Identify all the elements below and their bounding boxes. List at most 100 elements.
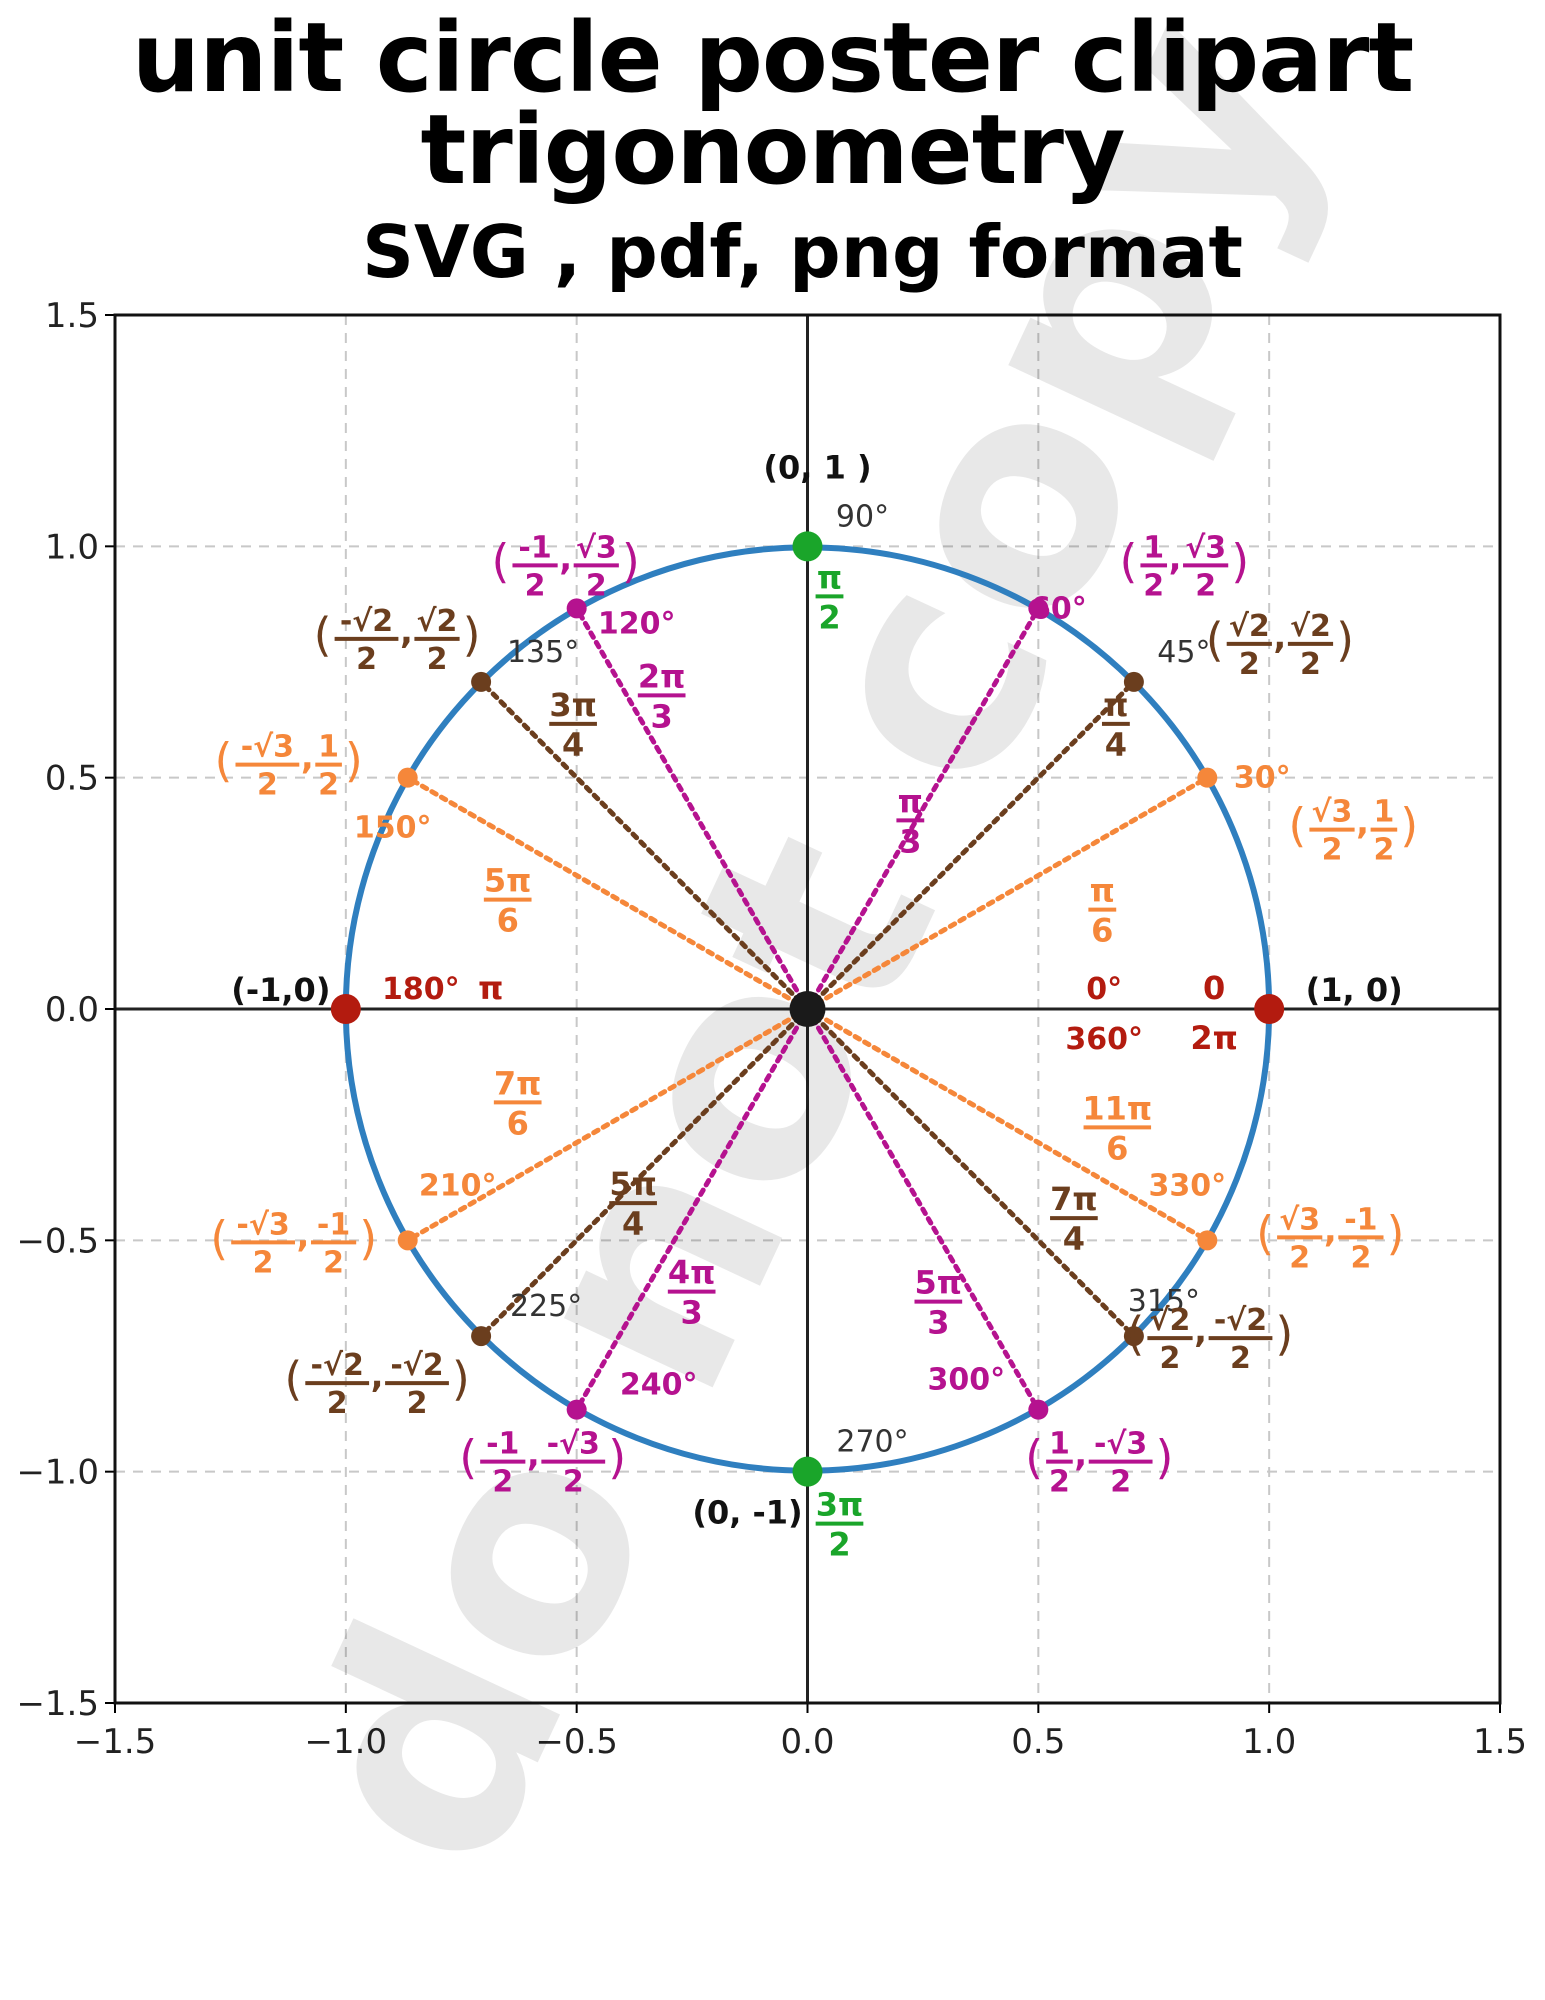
- fraction-denominator: 2: [356, 642, 377, 677]
- x-tick-label: −1.0: [305, 1722, 388, 1762]
- fraction-denominator: 3: [927, 1304, 949, 1342]
- angle-label-group-315: 315°7π4(√22, -√22): [1050, 1180, 1293, 1376]
- fraction-numerator: 4π: [668, 1254, 716, 1292]
- fraction-denominator: 4: [562, 726, 584, 764]
- coordinate-pair: (-√32, 12): [215, 730, 363, 803]
- fraction-denominator: 2: [253, 1245, 274, 1280]
- title-line-2: trigonometry: [420, 94, 1125, 206]
- fraction-denominator: 2: [257, 768, 278, 803]
- title-line-3: SVG , pdf, png format: [362, 210, 1243, 294]
- paren-close: ): [1275, 1307, 1293, 1361]
- paren-close: ): [1400, 799, 1418, 853]
- fraction-numerator: √2: [1229, 609, 1270, 644]
- coord-y-fraction: -12: [1338, 1202, 1384, 1275]
- fraction-denominator: 4: [622, 1205, 644, 1243]
- coord-y-fraction: -√32: [541, 1427, 606, 1500]
- coord-x-fraction: -√22: [334, 604, 399, 677]
- coord-x-fraction: √32: [1309, 795, 1355, 868]
- angle-label-group-45: 45°π4(√22, √22): [1101, 609, 1354, 764]
- point-330: [1197, 1230, 1218, 1251]
- paren-open: (: [1256, 1206, 1274, 1260]
- paren-close: ): [452, 1352, 470, 1406]
- angle-label-group-135: 135°3π4(-√22, √22): [314, 604, 597, 764]
- angle-label-group-300: 300° 5π3 (12, -√32): [914, 1264, 1174, 1500]
- degree-label: 210°: [419, 1168, 497, 1203]
- radian-fraction: 5π6: [483, 862, 532, 940]
- radian-fraction: 5π4: [609, 1165, 657, 1243]
- fraction-numerator: π: [1090, 872, 1115, 910]
- angle-label-group-210: 210°7π6(-√32, -12): [210, 1064, 542, 1280]
- ray-240: [574, 1006, 810, 1413]
- fraction-numerator: -√3: [547, 1427, 600, 1462]
- fraction-numerator: √2: [1150, 1303, 1191, 1338]
- coord-y-fraction: -√32: [1088, 1427, 1153, 1500]
- x-tick-label: −0.5: [535, 1722, 618, 1762]
- fraction-numerator: 1: [318, 730, 339, 765]
- y-tick-label: 0.5: [45, 759, 99, 799]
- x-tick-label: 0.5: [1011, 1722, 1065, 1762]
- coordinate-pair: (√22, √22): [1206, 609, 1354, 682]
- coord-x-fraction: √22: [1226, 609, 1272, 682]
- fraction-denominator: 2: [1230, 1341, 1251, 1376]
- degree-label: 90°: [836, 499, 889, 534]
- paren-close: ): [359, 1211, 377, 1265]
- radian-fraction: 5π3: [914, 1264, 963, 1342]
- radian-fraction: π3: [896, 782, 925, 860]
- fraction-denominator: 4: [1105, 726, 1127, 764]
- fraction-denominator: 4: [1063, 1220, 1085, 1258]
- ray-120: [574, 605, 810, 1012]
- point-315: [1123, 1326, 1144, 1347]
- point-135: [471, 671, 492, 692]
- degree-label: 225°: [510, 1289, 582, 1324]
- point-300: [1028, 1399, 1049, 1420]
- fraction-denominator: 3: [681, 1294, 703, 1332]
- coord-x-fraction: 12: [1046, 1427, 1073, 1500]
- fraction-numerator: 11π: [1082, 1089, 1152, 1127]
- paren-open: (: [314, 608, 332, 662]
- fraction-numerator: -√2: [340, 604, 393, 639]
- point-270: [792, 1456, 823, 1487]
- angle-label-group-225: 225°5π4(-√22, -√22): [284, 1165, 657, 1421]
- degree-label: 135°: [507, 635, 579, 670]
- coord-comma: ,: [1194, 1311, 1207, 1351]
- fraction-numerator: -√2: [390, 1348, 443, 1383]
- fraction-denominator: 2: [1160, 1341, 1181, 1376]
- fraction-numerator: -√3: [236, 1207, 289, 1242]
- coordinate-label: (0, 1 ): [763, 448, 871, 486]
- fraction-numerator: 1: [1373, 795, 1394, 830]
- coordinate-pair: (12, √32): [1119, 530, 1249, 603]
- coordinate-label: (0, -1): [692, 1494, 802, 1532]
- fraction-numerator: 7π: [494, 1064, 542, 1102]
- coord-comma: ,: [1324, 1210, 1337, 1250]
- fraction-numerator: 7π: [1050, 1180, 1098, 1218]
- coord-y-fraction: -√22: [1208, 1303, 1273, 1376]
- y-tick-label: 1.0: [45, 527, 99, 567]
- fraction-denominator: 2: [586, 568, 607, 603]
- degree-label: 300°: [928, 1363, 1006, 1398]
- coord-comma: ,: [297, 1215, 310, 1255]
- coordinate-pair: (12, -√32): [1025, 1427, 1173, 1500]
- points-layer: [330, 531, 1285, 1487]
- angle-label-group-30: 30°π6(√32, 12): [1088, 761, 1418, 950]
- ray-45: [805, 679, 1137, 1012]
- y-tick-label: −1.0: [16, 1453, 99, 1493]
- coord-y-fraction: -√22: [385, 1348, 449, 1421]
- ray-150: [405, 775, 810, 1012]
- fraction-denominator: 3: [651, 697, 673, 735]
- fraction-denominator: 2: [1143, 568, 1164, 603]
- degree-label: 240°: [620, 1368, 698, 1403]
- coord-x-fraction: -12: [480, 1427, 526, 1500]
- fraction-denominator: 2: [1322, 833, 1343, 868]
- coord-x-fraction: 12: [1140, 530, 1168, 603]
- radian-fraction: π6: [1088, 872, 1117, 950]
- angle-label-group-150: 150°5π6(-√32, 12): [215, 730, 532, 940]
- paren-open: (: [1126, 1307, 1144, 1361]
- fraction-numerator: π: [898, 782, 923, 820]
- coordinate-pair: (-√32, -12): [210, 1207, 377, 1280]
- title-line-1: unit circle poster clipart: [131, 2, 1414, 114]
- degree-label: 120°: [598, 606, 676, 641]
- fraction-denominator: 2: [1373, 833, 1394, 868]
- fraction-numerator: -1: [1344, 1202, 1377, 1237]
- fraction-numerator: √3: [1312, 795, 1353, 830]
